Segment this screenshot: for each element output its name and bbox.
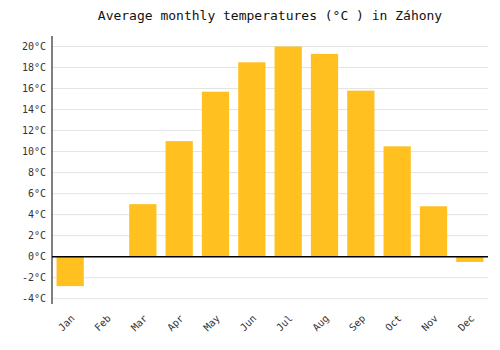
bar (57, 257, 84, 286)
x-tick-label: Sep (347, 313, 368, 334)
y-tick-label: 10°C (22, 146, 46, 157)
y-tick-label: 18°C (22, 62, 46, 73)
background (0, 0, 500, 350)
y-tick-label: 12°C (22, 125, 46, 136)
y-tick-label: -4°C (22, 293, 46, 304)
bar (420, 206, 447, 256)
grid-line (52, 193, 488, 194)
grid-line (52, 172, 488, 173)
x-tick-label: Jun (238, 313, 259, 334)
bar (202, 92, 229, 257)
y-tick-label: 2°C (28, 230, 46, 241)
y-tick-label: 0°C (28, 251, 46, 262)
grid-line (52, 130, 488, 131)
y-tick-label: 4°C (28, 209, 46, 220)
grid-line (52, 46, 488, 47)
x-tick-label: May (201, 313, 222, 334)
x-tick-label: Nov (419, 313, 440, 334)
chart: -4°C -2°C 0°C 2°C 4°C 6°C 8°C 10°C 12°C 14°C 16°C 1… (0, 0, 500, 350)
x-tick-label: Feb (92, 313, 113, 334)
bar (238, 62, 265, 256)
grid-line (52, 67, 488, 68)
grid-line (52, 109, 488, 110)
zero-line (52, 256, 488, 258)
x-tick-label: Apr (165, 313, 186, 334)
grid (52, 47, 488, 299)
y-tick-label: 16°C (22, 83, 46, 94)
x-tick-label: Mar (129, 313, 150, 334)
bar (166, 141, 193, 257)
bar (275, 47, 302, 257)
bar (311, 54, 338, 257)
x-tick-label: Jul (274, 313, 295, 334)
y-tick-label: 8°C (28, 167, 46, 178)
x-tick-labels: Jan Feb Mar Apr May Jun Jul Aug Sep Oct Nov Dec (56, 313, 476, 334)
bar (384, 146, 411, 256)
grid-line (52, 277, 488, 278)
x-tick-label: Oct (383, 313, 404, 334)
x-tick-label: Aug (310, 313, 331, 334)
grid-line (52, 298, 488, 299)
y-axis-line (52, 36, 53, 304)
y-tick-label: 14°C (22, 104, 46, 115)
bar (456, 257, 483, 262)
title: Average monthly temperatures (°C ) in Zá… (98, 8, 443, 23)
x-tick-label: Dec (456, 313, 477, 334)
y-tick-label: 6°C (28, 188, 46, 199)
y-tick-label: 20°C (22, 41, 46, 52)
x-tick-label: Jan (56, 313, 77, 334)
grid-line (52, 88, 488, 89)
grid-line (52, 256, 488, 257)
y-tick-label: -2°C (22, 272, 46, 283)
bars (57, 47, 484, 287)
bar (347, 91, 374, 257)
bar (129, 204, 156, 257)
y-tick-labels: -4°C -2°C 0°C 2°C 4°C 6°C 8°C 10°C 12°C 14°C 16°C 1… (22, 41, 46, 304)
grid-line (52, 151, 488, 152)
